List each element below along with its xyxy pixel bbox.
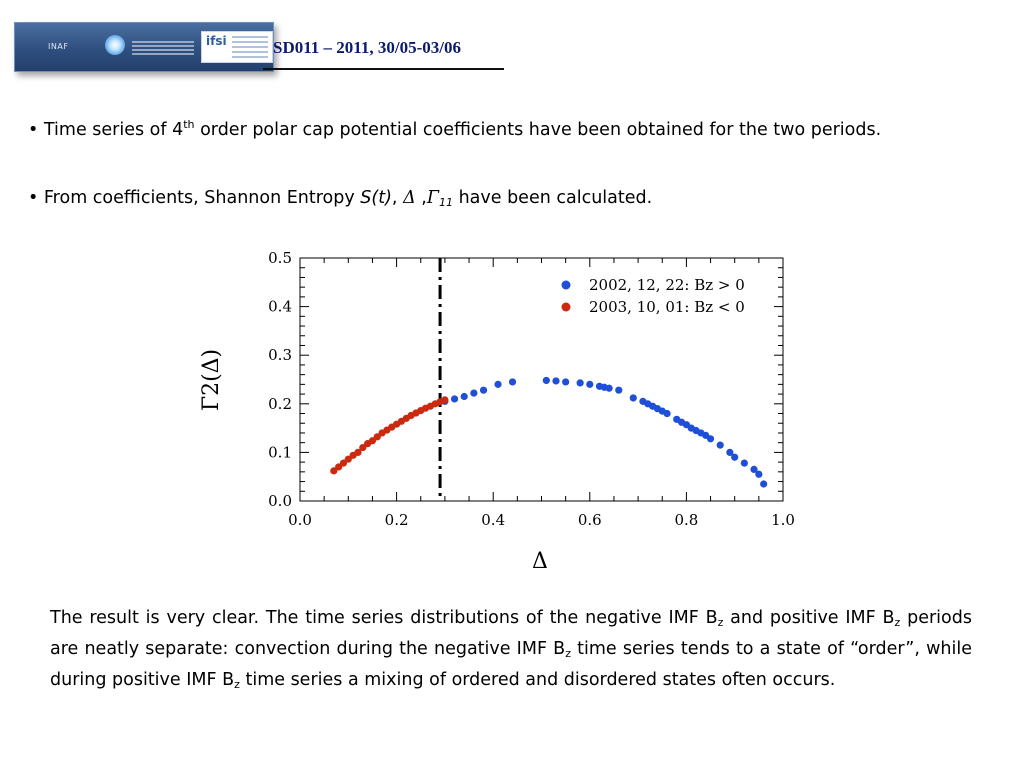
- data-point-bz-positive: [562, 378, 570, 386]
- data-point-bz-positive: [479, 386, 488, 394]
- data-point-bz-negative: [373, 433, 381, 441]
- legend-marker: [561, 280, 571, 290]
- ifsi-logo-text: ifsi: [206, 34, 227, 48]
- y-tick-label: 0.0: [268, 492, 292, 510]
- legend-label: 2003, 10, 01: Bz < 0: [589, 298, 745, 316]
- data-point-bz-positive: [706, 435, 715, 443]
- data-point-bz-negative: [344, 455, 352, 463]
- data-point-bz-positive: [460, 392, 468, 401]
- bullet-time-series: • Time series of 4th order polar cap pot…: [28, 117, 993, 144]
- paragraph-text: time series tends to a state of “order”,…: [50, 639, 972, 690]
- data-point-bz-positive: [552, 377, 560, 385]
- data-point-bz-positive: [760, 480, 768, 488]
- ordinal-suffix: th: [183, 118, 195, 132]
- x-tick-label: 1.0: [771, 511, 795, 529]
- legend-marker: [561, 302, 571, 312]
- bullet-entropy: • From coefficients, Shannon Entropy S(t…: [28, 185, 993, 216]
- legend-label: 2002, 12, 22: Bz > 0: [589, 276, 745, 294]
- star-icon: [105, 35, 125, 55]
- subscript-z: z: [565, 647, 571, 660]
- x-tick-label: 0.0: [288, 511, 312, 529]
- ifsi-subtext-graphic: [232, 36, 268, 58]
- data-point-bz-negative: [335, 463, 343, 471]
- data-point-bz-positive: [615, 386, 623, 394]
- data-point-bz-positive: [740, 459, 748, 467]
- delta-symbol: Δ: [403, 188, 416, 208]
- data-point-bz-positive: [750, 465, 758, 474]
- header-banner: INAF ifsi: [14, 22, 274, 72]
- paragraph-text: time series a mixing of ordered and diso…: [239, 670, 836, 690]
- y-tick-label: 0.4: [268, 298, 292, 316]
- x-tick-label: 0.2: [385, 511, 409, 529]
- y-tick-label: 0.2: [268, 395, 292, 413]
- paragraph-text: periods are neatly separate: convection …: [50, 608, 972, 659]
- data-point-bz-positive: [542, 376, 550, 385]
- data-point-bz-negative: [354, 448, 362, 456]
- data-point-bz-positive: [470, 389, 478, 397]
- paragraph-text: The result is very clear. The time serie…: [50, 608, 718, 628]
- data-point-bz-positive: [508, 378, 517, 386]
- inaf-logo: INAF: [48, 42, 69, 51]
- data-point-bz-positive: [629, 394, 637, 402]
- data-point-bz-positive: [494, 380, 502, 388]
- data-point-bz-negative: [441, 396, 449, 404]
- data-point-bz-negative: [368, 437, 377, 445]
- data-point-bz-positive: [586, 380, 594, 388]
- x-tick-label: 0.4: [481, 511, 505, 529]
- data-point-bz-negative: [330, 467, 338, 475]
- plot-frame: [299, 257, 784, 502]
- data-point-bz-positive: [605, 384, 613, 392]
- separator: ,: [391, 188, 404, 208]
- bullet-text-rest: have been calculated.: [453, 188, 653, 208]
- entropy-scatter-chart: 0.0 0.2 0.4 0.6 0.8 1.0 0.0 0.1 0.2 0.3 0.4 0.5 200…: [199, 249, 795, 574]
- data-point-bz-positive: [716, 441, 724, 449]
- gamma-symbol: Γ: [426, 188, 439, 208]
- data-point-bz-positive: [576, 379, 584, 387]
- x-axis-label: Δ: [532, 549, 548, 574]
- x-tick-label: 0.8: [674, 511, 698, 529]
- data-point-bz-positive: [663, 409, 671, 418]
- institution-text-graphic: [132, 41, 194, 55]
- paragraph-text: and positive IMF B: [723, 608, 895, 628]
- y-tick-label: 0.5: [268, 249, 292, 267]
- data-point-bz-negative: [339, 459, 348, 467]
- title-underline: [263, 68, 504, 70]
- subscript-z: z: [234, 678, 240, 691]
- y-tick-label: 0.3: [268, 346, 292, 364]
- session-title: SD011 – 2011, 30/05-03/06: [273, 38, 461, 57]
- subscript-z: z: [894, 616, 901, 629]
- entropy-symbol: S(t): [360, 188, 392, 208]
- bullet-text: • Time series of 4: [28, 120, 184, 140]
- subscript-z: z: [717, 616, 724, 629]
- bullet-text-rest: order polar cap potential coefficients h…: [194, 120, 882, 140]
- separator: ,: [415, 188, 427, 208]
- y-tick-label: 0.1: [268, 443, 292, 461]
- data-point-bz-positive: [755, 470, 763, 478]
- bullet-text: • From coefficients, Shannon Entropy: [28, 188, 361, 208]
- data-point-bz-negative: [359, 443, 367, 452]
- gamma-subscript: 11: [439, 196, 453, 209]
- data-point-bz-positive: [450, 395, 459, 403]
- data-point-bz-positive: [731, 453, 739, 461]
- conclusion-paragraph: The result is very clear. The time serie…: [50, 605, 972, 698]
- x-tick-label: 0.6: [578, 511, 602, 529]
- data-point-bz-positive: [726, 448, 734, 456]
- ifsi-logo: ifsi: [201, 31, 273, 63]
- y-axis-label: Γ2(Δ): [199, 349, 224, 411]
